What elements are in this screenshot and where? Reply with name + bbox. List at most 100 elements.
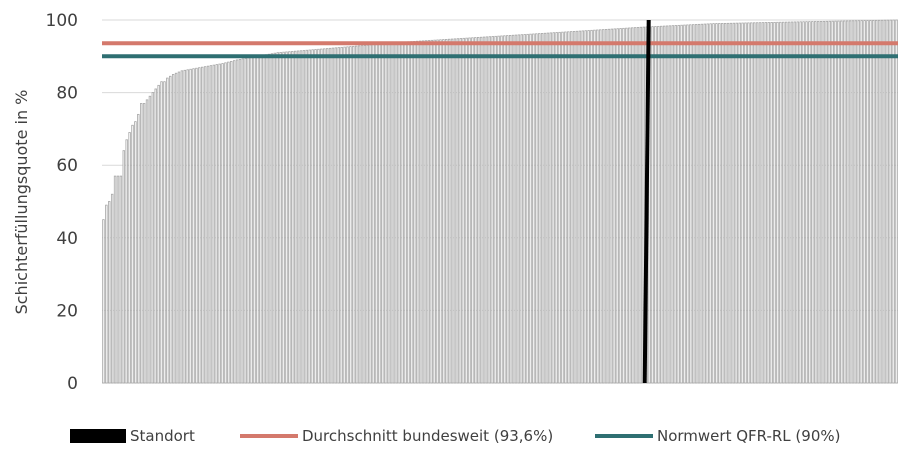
bar	[529, 33, 532, 384]
bar	[276, 52, 279, 384]
bar	[540, 33, 544, 384]
bar	[706, 23, 709, 384]
bar	[552, 32, 555, 384]
bar	[288, 51, 291, 384]
bar	[784, 21, 788, 384]
y-axis-ticks: 0 20 40 60 80 100	[46, 11, 78, 394]
bar	[331, 47, 335, 384]
bar	[418, 40, 422, 384]
bar	[761, 22, 765, 384]
bar	[848, 20, 852, 384]
bar	[163, 81, 166, 384]
bar	[691, 24, 695, 384]
bar	[779, 21, 782, 384]
bar	[851, 20, 855, 384]
bar	[125, 139, 128, 384]
bar	[677, 24, 680, 384]
bar	[354, 45, 358, 384]
bar	[474, 37, 477, 384]
bar	[613, 28, 616, 384]
bar	[520, 34, 523, 384]
bar	[462, 37, 465, 384]
bar	[343, 46, 346, 384]
bar	[346, 46, 349, 384]
bar	[262, 54, 265, 384]
bar	[131, 124, 134, 384]
bar	[543, 32, 547, 384]
bar	[386, 43, 390, 384]
y-tick-label: 100	[46, 11, 78, 31]
bar	[323, 48, 326, 384]
bar	[549, 32, 553, 384]
bar	[604, 29, 608, 384]
bar	[596, 29, 599, 384]
bar	[122, 150, 125, 384]
legend-swatch-durchschnitt	[240, 434, 298, 438]
bar	[747, 22, 750, 384]
bar	[145, 99, 149, 384]
bar	[227, 61, 230, 384]
bars	[102, 19, 898, 384]
bar	[436, 39, 439, 384]
bar	[575, 30, 579, 384]
y-tick-label: 0	[67, 374, 78, 394]
legend: Standort Durchschnitt bundesweit (93,6%)…	[0, 424, 899, 448]
bar	[572, 31, 576, 384]
bar	[360, 45, 364, 384]
bar	[616, 28, 619, 384]
bar	[186, 69, 189, 384]
bar	[404, 41, 407, 384]
bar	[241, 58, 245, 384]
bar	[671, 25, 675, 384]
legend-swatch-normwert	[595, 434, 653, 438]
bar	[712, 23, 715, 384]
reference-lines	[102, 41, 898, 59]
bar	[488, 36, 492, 384]
bar	[270, 53, 274, 384]
bar	[384, 43, 387, 384]
bar	[636, 27, 640, 384]
bar	[872, 20, 875, 384]
bar	[796, 21, 799, 384]
bar	[523, 34, 526, 384]
bar	[349, 46, 352, 384]
bar	[776, 21, 779, 384]
bar	[285, 51, 288, 384]
bar	[857, 20, 860, 384]
bar	[814, 21, 817, 384]
bar	[157, 84, 160, 384]
bar	[564, 31, 567, 384]
bar	[619, 28, 622, 384]
y-tick-label: 40	[56, 229, 78, 249]
bar	[799, 21, 802, 384]
bar	[308, 49, 311, 384]
bar	[567, 31, 570, 384]
bar	[366, 44, 370, 384]
bar	[514, 34, 518, 384]
bar	[886, 19, 890, 384]
bar	[232, 60, 236, 384]
bar	[723, 22, 727, 384]
bar	[445, 39, 448, 384]
bar	[506, 35, 509, 384]
bar	[610, 28, 614, 384]
bar	[140, 103, 143, 384]
bar	[662, 25, 666, 384]
bar	[389, 42, 393, 384]
bar	[209, 65, 213, 384]
bar	[845, 20, 849, 384]
bar	[625, 27, 628, 384]
y-axis-label: Schichterfüllungsquote in %	[12, 90, 31, 315]
bar	[599, 29, 602, 384]
bar	[715, 23, 718, 384]
bar	[630, 27, 634, 384]
bar	[363, 45, 367, 384]
legend-label: Durchschnitt bundesweit (93,6%)	[302, 427, 554, 445]
bar	[230, 60, 233, 384]
bar	[767, 22, 770, 384]
bar	[253, 56, 256, 384]
bar	[442, 39, 445, 384]
y-tick-label: 20	[56, 301, 78, 321]
chart: 0 20 40 60 80 100 Schichterfüllungsquote in %	[12, 11, 898, 394]
bar	[328, 47, 332, 384]
